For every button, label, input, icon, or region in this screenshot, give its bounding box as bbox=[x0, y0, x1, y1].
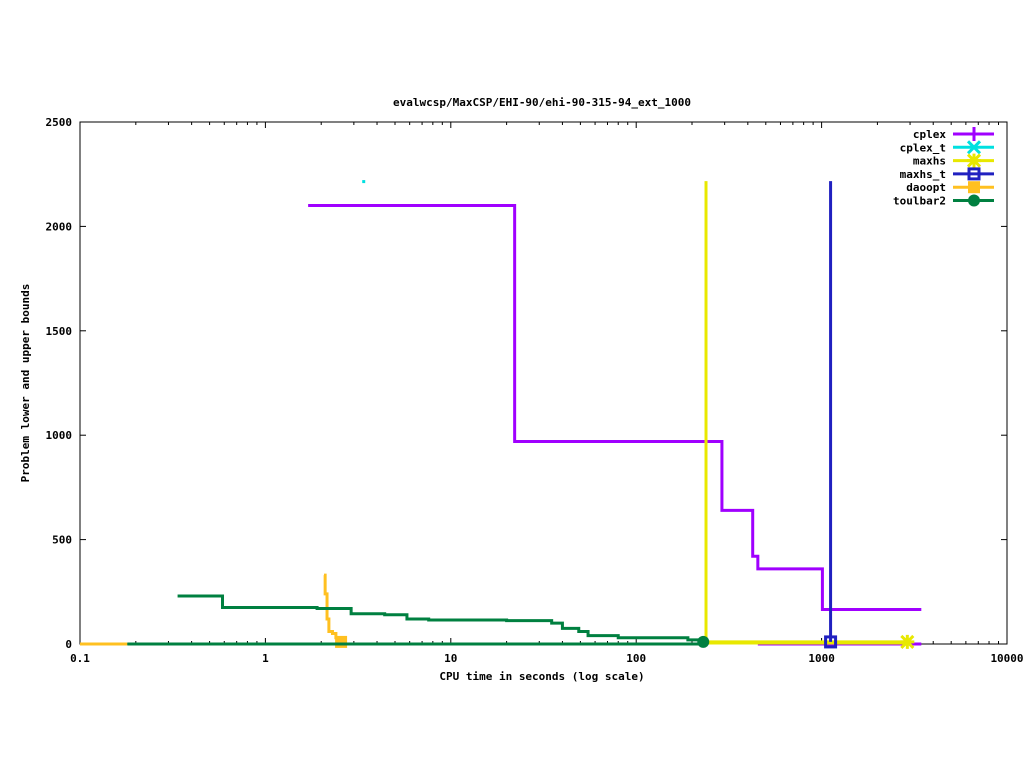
axes: 0 500 1000 1500 2000 2500 0.1 1 10 100 1000 10000 bbox=[46, 116, 1024, 665]
marker-circle bbox=[697, 635, 710, 648]
filled-square-marker bbox=[335, 635, 348, 648]
marker-filled-square bbox=[968, 181, 980, 194]
plot-area bbox=[80, 180, 922, 649]
legend-label: maxhs_t bbox=[900, 168, 946, 181]
legend-sample-cplex_t bbox=[953, 140, 994, 155]
star-marker bbox=[900, 634, 915, 649]
x-tick-label: 0.1 bbox=[70, 652, 90, 665]
y-tick-label: 1500 bbox=[46, 325, 73, 338]
circle-marker bbox=[968, 194, 980, 207]
x-tick-label: 1000 bbox=[808, 652, 835, 665]
plot-border bbox=[79, 121, 1008, 645]
circle-marker bbox=[697, 635, 710, 648]
plus-marker bbox=[967, 127, 981, 141]
legend-sample-cplex bbox=[953, 127, 994, 141]
series-daoopt bbox=[80, 573, 348, 648]
series-cplex_t bbox=[362, 180, 366, 184]
legend-sample-toulbar2 bbox=[953, 194, 994, 207]
legend-label: maxhs bbox=[913, 155, 946, 168]
cross-marker bbox=[966, 140, 982, 155]
chart-title: evalwcsp/MaxCSP/EHI-90/ehi-90-315-94_ext… bbox=[393, 96, 691, 109]
y-tick-label: 2500 bbox=[46, 116, 73, 129]
series-maxhs bbox=[704, 181, 915, 649]
upper-bound-line bbox=[704, 181, 908, 644]
data-point bbox=[362, 180, 366, 184]
series-maxhs_t bbox=[824, 181, 838, 649]
x-tick-label: 10000 bbox=[990, 652, 1023, 665]
x-axis-label: CPU time in seconds (log scale) bbox=[439, 670, 644, 683]
legend-label: cplex bbox=[913, 128, 946, 141]
y-tick-label: 500 bbox=[52, 534, 72, 547]
marker-circle bbox=[968, 194, 980, 207]
legend-sample-maxhs bbox=[953, 153, 994, 168]
legend-sample-maxhs_t bbox=[953, 167, 994, 181]
marker-star bbox=[900, 634, 915, 649]
legend-label: daoopt bbox=[906, 181, 946, 194]
upper-bound-line bbox=[308, 204, 922, 612]
marker-square bbox=[967, 167, 981, 181]
legend-label: toulbar2 bbox=[893, 195, 946, 208]
legend-label: cplex_t bbox=[900, 141, 946, 154]
y-axis-label: Problem lower and upper bounds bbox=[19, 284, 32, 483]
marker-square bbox=[824, 635, 838, 649]
y-tick-label: 0 bbox=[65, 638, 72, 651]
legend-sample-daoopt bbox=[953, 181, 994, 194]
marker-filled-square bbox=[335, 635, 348, 648]
square-marker bbox=[824, 635, 838, 649]
square-marker bbox=[967, 167, 981, 181]
x-tick-label: 10 bbox=[444, 652, 457, 665]
x-tick-label: 100 bbox=[626, 652, 646, 665]
y-tick-label: 2000 bbox=[46, 220, 73, 233]
marker-star bbox=[966, 153, 982, 168]
star-marker bbox=[966, 153, 982, 168]
upper-bound-line bbox=[177, 594, 705, 642]
marker-plus bbox=[967, 127, 981, 141]
y-tick-label: 1000 bbox=[46, 429, 73, 442]
filled-square-marker bbox=[968, 181, 980, 194]
marker-cross bbox=[966, 140, 982, 155]
x-tick-label: 1 bbox=[262, 652, 269, 665]
series-toulbar2 bbox=[127, 594, 710, 648]
